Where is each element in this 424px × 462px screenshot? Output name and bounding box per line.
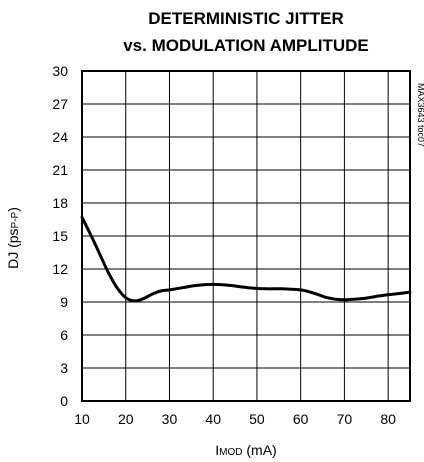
series-line-0 — [80, 215, 412, 303]
y-tick-label: 6 — [60, 327, 68, 343]
y-tick-label: 12 — [52, 261, 68, 277]
chart-title-line-1: DETERMINISTIC JITTER — [148, 9, 344, 28]
side-label: MAX3643 toc07 — [416, 83, 424, 147]
y-tick-labels: 0 3 6 9 12 15 18 21 24 27 30 — [52, 63, 68, 409]
x-tick-label: 70 — [337, 411, 353, 427]
x-tick-label: 30 — [162, 411, 178, 427]
y-tick-label: 18 — [52, 195, 68, 211]
plot-frame — [81, 70, 411, 402]
y-tick-label: 9 — [60, 294, 68, 310]
x-tick-label: 20 — [118, 411, 134, 427]
x-tick-label: 50 — [249, 411, 265, 427]
y-tick-label: 21 — [52, 162, 68, 178]
data-series — [80, 215, 412, 303]
grid-lines — [82, 71, 410, 401]
y-tick-label: 0 — [60, 393, 68, 409]
chart-title-line-2: vs. MODULATION AMPLITUDE — [123, 36, 369, 55]
x-tick-labels: 10 20 30 40 50 60 70 80 — [74, 411, 396, 427]
y-tick-label: 24 — [52, 129, 68, 145]
y-tick-label: 27 — [52, 96, 68, 112]
y-axis-label: DJ (psP-P) — [5, 207, 21, 269]
x-tick-label: 80 — [380, 411, 396, 427]
x-tick-label: 40 — [205, 411, 221, 427]
y-tick-label: 15 — [52, 228, 68, 244]
x-tick-label: 60 — [293, 411, 309, 427]
x-tick-label: 10 — [74, 411, 90, 427]
x-axis-label: IMOD (mA) — [215, 442, 276, 458]
y-tick-label: 3 — [60, 360, 68, 376]
y-tick-label: 30 — [52, 63, 68, 79]
